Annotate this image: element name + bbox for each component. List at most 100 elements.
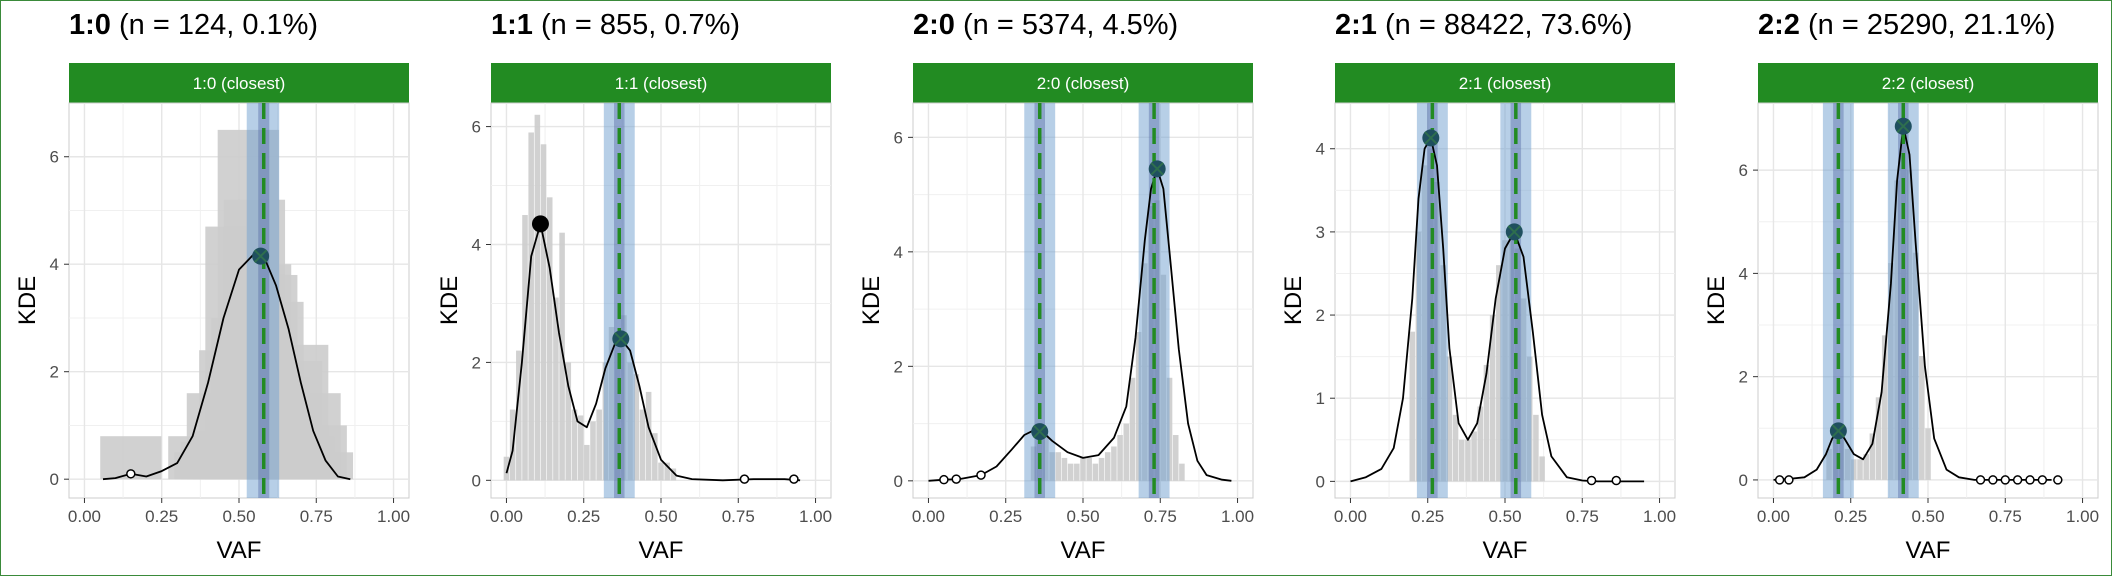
- panel-subtitle: (n = 25290, 21.1%): [1800, 9, 2056, 41]
- histogram-bar: [1111, 446, 1117, 481]
- histogram-bar: [1875, 397, 1882, 480]
- peak-marker-cross: [614, 332, 628, 346]
- expected-vaf-core: [1510, 103, 1522, 498]
- histogram-bar: [1533, 414, 1539, 482]
- x-axis-title: VAF: [1906, 537, 1951, 564]
- peak-marker-unmatched: [976, 470, 986, 480]
- peak-marker-cross: [1150, 162, 1164, 176]
- peak-marker-unmatched: [951, 474, 962, 484]
- panel-title: 2:1 (n = 88422, 73.6%): [1335, 9, 1632, 41]
- panel-title: 1:0 (n = 124, 0.1%): [69, 9, 318, 41]
- strip-background: [913, 63, 1253, 103]
- expected-vaf-core: [614, 103, 625, 498]
- peak-marker-unmatched: [1784, 475, 1794, 485]
- y-tick-label: 6: [472, 118, 481, 137]
- kde-line: [928, 167, 1232, 482]
- peak-marker-unmatched: [789, 474, 799, 484]
- strip-label: 2:1 (closest): [1459, 74, 1552, 93]
- peak-marker-unmatched: [1975, 475, 1986, 485]
- histogram-bar: [1067, 463, 1074, 481]
- y-tick-label: 4: [50, 255, 59, 274]
- x-tick-label: 0.50: [1911, 507, 1944, 526]
- histogram-bar: [664, 462, 670, 481]
- histogram-bar: [1179, 463, 1185, 481]
- x-tick-label: 0.75: [1989, 507, 2022, 526]
- histogram-bar: [1086, 457, 1092, 481]
- histogram-bar: [590, 421, 596, 481]
- strip-background: [491, 63, 831, 103]
- y-tick-label: 2: [1739, 368, 1748, 387]
- peak-marker-unmatched: [2025, 475, 2035, 485]
- panel-title: 1:1 (n = 855, 0.7%): [491, 9, 740, 41]
- x-axis-title: VAF: [1483, 537, 1528, 564]
- histogram-bar: [1409, 331, 1416, 482]
- panel-label: 1:0: [69, 9, 111, 41]
- x-tick-label: 0.75: [1144, 507, 1177, 526]
- histogram-bar: [1869, 433, 1876, 480]
- y-axis-title: KDE: [858, 276, 885, 325]
- strip-label: 2:0 (closest): [1037, 74, 1130, 93]
- strip-label: 2:2 (closest): [1882, 74, 1975, 93]
- panel-2-1: 2:1 (n = 88422, 73.6%) 2:1 (closest) 0.00 0…: [1280, 9, 1676, 564]
- histogram-bar: [1471, 431, 1477, 482]
- histogram-bar: [577, 415, 584, 481]
- peak-marker-cross: [253, 249, 268, 263]
- histogram-bar: [571, 409, 578, 481]
- y-tick-label: 6: [1739, 161, 1748, 180]
- peak-marker-unmatched: [2012, 475, 2023, 485]
- y-axis-title: KDE: [436, 276, 463, 325]
- peak-marker-unmatched: [1611, 475, 1622, 486]
- x-tick-label: 1.00: [1643, 507, 1676, 526]
- strip-label: 1:1 (closest): [615, 74, 708, 93]
- histogram-bar: [1129, 377, 1136, 481]
- histogram-bar: [596, 409, 602, 481]
- histogram-bar: [1446, 356, 1453, 482]
- y-tick-label: 4: [894, 243, 903, 262]
- panel-2-2: 2:2 (n = 25290, 21.1%) 2:2 (closest) 0.00 0…: [1703, 9, 2099, 564]
- x-tick-label: 0.75: [722, 507, 755, 526]
- histogram-bar: [291, 452, 354, 480]
- kde-line: [1350, 136, 1645, 483]
- x-tick-label: 1.00: [1221, 507, 1254, 526]
- x-tick-label: 0.00: [490, 507, 523, 526]
- x-tick-label: 0.25: [567, 507, 600, 526]
- histogram-bar: [1863, 454, 1869, 480]
- histogram-bar: [1074, 463, 1080, 481]
- histogram-bar: [1135, 331, 1142, 481]
- y-tick-label: 6: [894, 128, 903, 147]
- peak-marker-unmatched: [1774, 475, 1785, 485]
- x-axis-title: VAF: [639, 537, 684, 564]
- histogram-bar: [540, 144, 547, 481]
- y-tick-label: 0: [472, 471, 481, 490]
- peak-marker-cross: [1507, 225, 1521, 239]
- strip-background: [1758, 63, 2098, 103]
- peak-marker-unmatched: [126, 469, 136, 479]
- y-tick-label: 2: [50, 363, 59, 382]
- panel-subtitle: (n = 855, 0.7%): [533, 9, 740, 41]
- histogram-bar: [1483, 364, 1490, 482]
- strip-label: 1:0 (closest): [193, 74, 286, 93]
- histogram-bar: [1881, 335, 1888, 480]
- histogram-bar: [565, 362, 572, 481]
- peak-marker-unmatched: [739, 474, 750, 484]
- histogram-bar: [516, 350, 522, 481]
- x-tick-label: 0.25: [989, 507, 1022, 526]
- peak-marker-cross: [1424, 131, 1438, 145]
- histogram-bar: [1539, 456, 1545, 482]
- histogram-bar: [503, 456, 510, 481]
- y-tick-label: 1: [1316, 389, 1325, 408]
- peak-marker-filled: [531, 215, 549, 233]
- y-tick-label: 2: [472, 353, 481, 372]
- histogram-bar: [1172, 435, 1179, 481]
- y-tick-label: 2: [894, 357, 903, 376]
- y-tick-label: 3: [1316, 223, 1325, 242]
- histogram-bar: [1092, 463, 1099, 481]
- histogram-bar: [1925, 428, 1931, 480]
- x-tick-label: 0.00: [912, 507, 945, 526]
- x-axis-title: VAF: [217, 537, 262, 564]
- y-tick-label: 0: [50, 470, 59, 489]
- panel-subtitle: (n = 124, 0.1%): [111, 9, 318, 41]
- expected-vaf-core: [1034, 103, 1045, 498]
- panel-label: 2:0: [913, 9, 955, 41]
- peak-marker-unmatched: [2053, 475, 2063, 485]
